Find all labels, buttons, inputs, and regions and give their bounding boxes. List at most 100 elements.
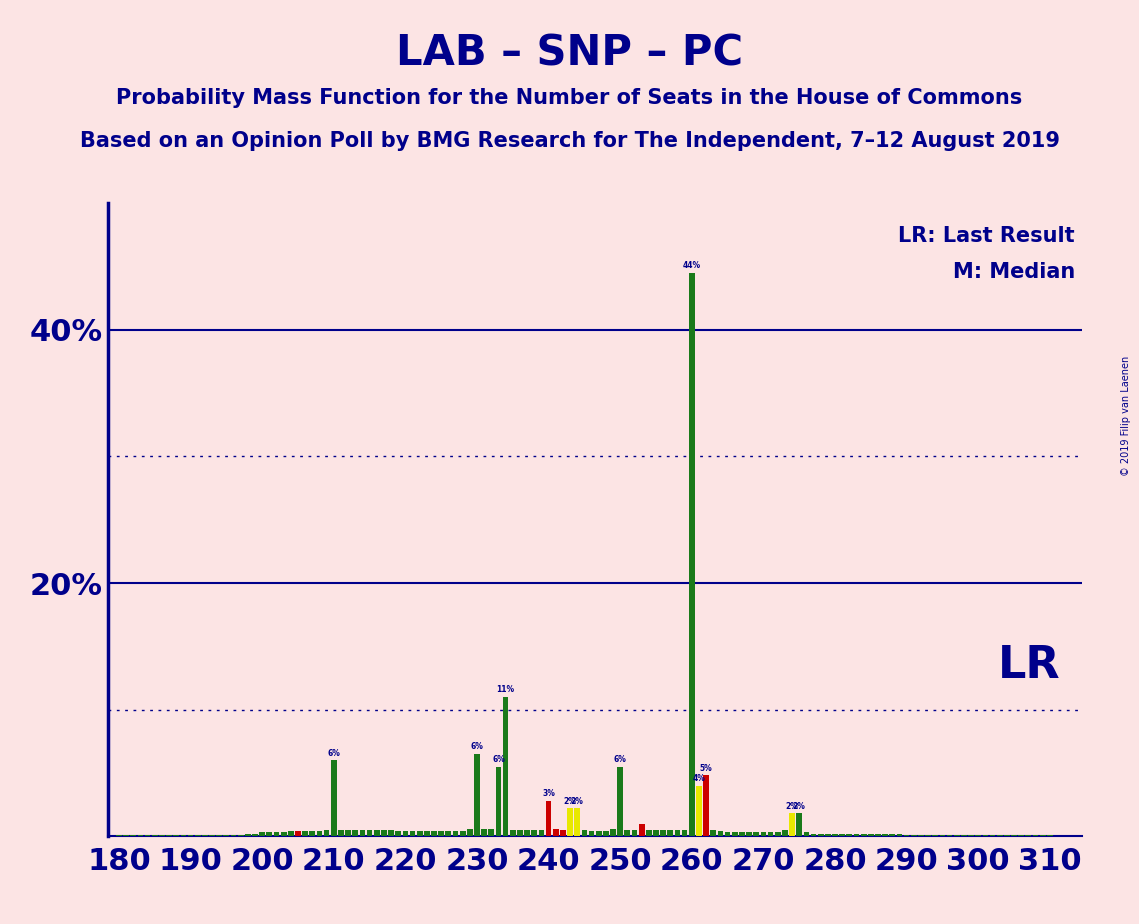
Bar [739,833,745,836]
Bar [682,830,688,836]
Bar [288,832,294,836]
Bar [295,832,301,836]
Bar [173,835,179,836]
Text: LAB – SNP – PC: LAB – SNP – PC [396,32,743,74]
Text: LR: Last Result: LR: Last Result [899,226,1075,246]
Bar [151,835,157,836]
Bar [352,830,358,836]
Bar [281,833,287,836]
Bar [617,767,623,836]
Bar [273,833,279,836]
Bar [975,835,981,836]
Bar [896,833,902,836]
Text: LR: LR [998,644,1060,687]
Bar [1040,835,1046,836]
Bar [833,833,838,836]
Bar [646,830,652,836]
Bar [818,833,823,836]
Bar [803,833,809,836]
Bar [653,830,658,836]
Bar [474,754,480,836]
Bar [567,808,573,836]
Text: Based on an Opinion Poll by BMG Research for The Independent, 7–12 August 2019: Based on an Opinion Poll by BMG Research… [80,131,1059,152]
Bar [674,830,680,836]
Text: © 2019 Filip van Laenen: © 2019 Filip van Laenen [1121,356,1131,476]
Text: 6%: 6% [470,742,483,751]
Bar [732,833,738,836]
Bar [123,835,129,836]
Bar [1047,835,1052,836]
Bar [482,829,487,836]
Bar [417,832,423,836]
Bar [532,830,538,836]
Bar [990,835,995,836]
Bar [360,830,366,836]
Bar [166,835,172,836]
Text: M: Median: M: Median [952,261,1075,282]
Bar [238,835,244,836]
Bar [589,832,595,836]
Text: 3%: 3% [542,789,555,798]
Bar [667,830,673,836]
Bar [724,833,730,836]
Bar [761,833,767,836]
Text: 4%: 4% [693,774,705,783]
Bar [1025,835,1031,836]
Bar [145,835,150,836]
Bar [940,835,945,836]
Bar [495,767,501,836]
Text: 2%: 2% [793,802,805,811]
Bar [703,775,708,836]
Bar [925,835,931,836]
Bar [839,833,845,836]
Bar [624,830,630,836]
Bar [210,835,215,836]
Bar [868,833,874,836]
Bar [846,833,852,836]
Bar [611,829,616,836]
Text: 6%: 6% [327,748,341,758]
Bar [997,835,1002,836]
Text: 5%: 5% [699,764,713,772]
Bar [310,832,316,836]
Bar [560,830,566,836]
Bar [517,830,523,836]
Bar [374,830,379,836]
Bar [382,830,387,836]
Bar [130,835,137,836]
Bar [1018,835,1024,836]
Bar [933,835,939,836]
Bar [302,832,308,836]
Bar [639,823,645,836]
Text: 2%: 2% [571,796,583,806]
Bar [718,832,723,836]
Bar [918,835,924,836]
Bar [689,273,695,836]
Bar [331,760,337,836]
Bar [502,697,508,836]
Bar [395,832,401,836]
Bar [961,835,967,836]
Bar [632,830,638,836]
Bar [138,835,144,836]
Bar [853,833,859,836]
Bar [317,832,322,836]
Bar [546,801,551,836]
Bar [782,830,788,836]
Bar [968,835,974,836]
Bar [746,833,752,836]
Bar [524,830,530,836]
Bar [883,833,888,836]
Bar [424,832,429,836]
Bar [202,835,207,836]
Bar [195,835,200,836]
Bar [811,833,817,836]
Bar [875,833,880,836]
Bar [452,832,458,836]
Bar [789,813,795,836]
Bar [432,832,437,836]
Bar [582,830,588,836]
Bar [603,832,608,836]
Bar [796,813,802,836]
Bar [245,833,251,836]
